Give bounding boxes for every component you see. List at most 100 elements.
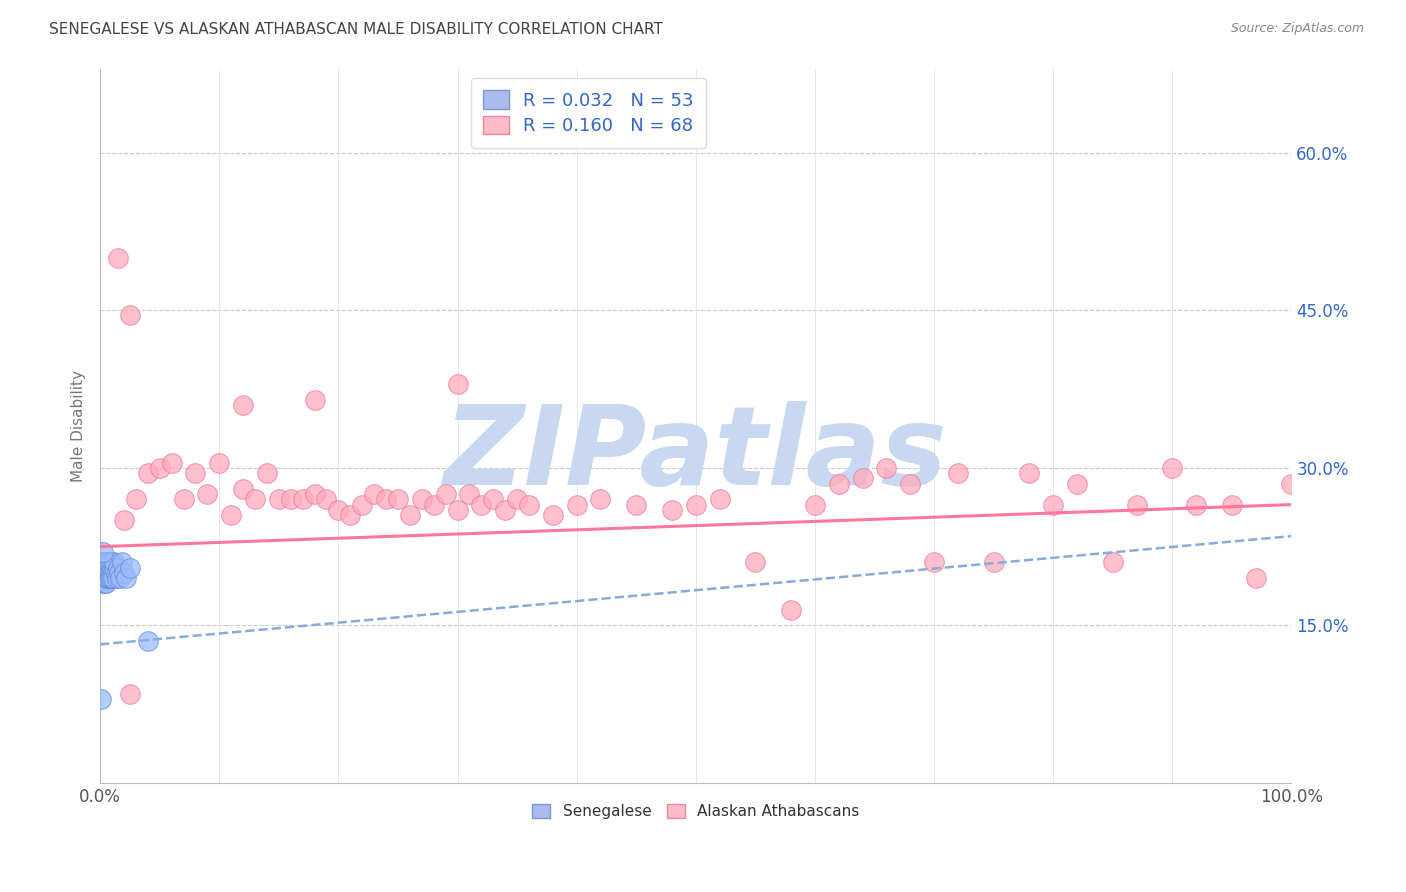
Point xyxy=(470,498,492,512)
Point xyxy=(96,571,118,585)
Point xyxy=(103,560,125,574)
Point xyxy=(112,513,135,527)
Point xyxy=(184,466,207,480)
Text: Source: ZipAtlas.com: Source: ZipAtlas.com xyxy=(1230,22,1364,36)
Point xyxy=(118,560,141,574)
Point xyxy=(494,503,516,517)
Point xyxy=(232,398,254,412)
Point xyxy=(898,476,921,491)
Point xyxy=(1220,498,1243,512)
Point xyxy=(93,555,115,569)
Point xyxy=(363,487,385,501)
Point xyxy=(98,555,121,569)
Point xyxy=(1161,460,1184,475)
Point xyxy=(94,571,117,585)
Point xyxy=(104,566,127,580)
Point xyxy=(208,456,231,470)
Point xyxy=(517,498,540,512)
Point xyxy=(98,571,121,585)
Point xyxy=(91,555,114,569)
Point xyxy=(1185,498,1208,512)
Point xyxy=(136,466,159,480)
Point xyxy=(91,576,114,591)
Point xyxy=(195,487,218,501)
Point xyxy=(94,560,117,574)
Point xyxy=(136,634,159,648)
Point xyxy=(96,566,118,580)
Point xyxy=(422,498,444,512)
Point xyxy=(173,492,195,507)
Point xyxy=(110,571,132,585)
Point xyxy=(97,571,120,585)
Point xyxy=(93,571,115,585)
Point xyxy=(93,560,115,574)
Point xyxy=(90,692,112,706)
Point xyxy=(399,508,422,522)
Point xyxy=(685,498,707,512)
Point xyxy=(98,566,121,580)
Point xyxy=(434,487,457,501)
Point xyxy=(160,456,183,470)
Point xyxy=(744,555,766,569)
Point xyxy=(91,560,114,574)
Point xyxy=(482,492,505,507)
Point xyxy=(446,503,468,517)
Point xyxy=(112,566,135,580)
Point xyxy=(90,555,112,569)
Point xyxy=(94,576,117,591)
Point xyxy=(446,376,468,391)
Point xyxy=(96,560,118,574)
Point xyxy=(100,566,122,580)
Point xyxy=(280,492,302,507)
Point xyxy=(1101,555,1123,569)
Point xyxy=(851,471,873,485)
Point xyxy=(291,492,314,507)
Point xyxy=(101,560,124,574)
Point xyxy=(506,492,529,507)
Point xyxy=(1244,571,1267,585)
Point xyxy=(93,566,115,580)
Point xyxy=(94,555,117,569)
Point xyxy=(149,460,172,475)
Point xyxy=(107,251,129,265)
Point xyxy=(1018,466,1040,480)
Point xyxy=(804,498,827,512)
Point xyxy=(105,571,128,585)
Point xyxy=(780,602,803,616)
Y-axis label: Male Disability: Male Disability xyxy=(72,370,86,482)
Point xyxy=(91,545,114,559)
Point xyxy=(304,487,326,501)
Point xyxy=(94,576,117,591)
Point xyxy=(118,309,141,323)
Point xyxy=(110,555,132,569)
Point xyxy=(458,487,481,501)
Point xyxy=(1042,498,1064,512)
Point xyxy=(352,498,374,512)
Point xyxy=(103,555,125,569)
Point xyxy=(565,498,588,512)
Point xyxy=(118,687,141,701)
Point xyxy=(304,392,326,407)
Legend: Senegalese, Alaskan Athabascans: Senegalese, Alaskan Athabascans xyxy=(526,798,866,825)
Point xyxy=(387,492,409,507)
Point xyxy=(103,566,125,580)
Point xyxy=(94,571,117,585)
Point xyxy=(96,555,118,569)
Point xyxy=(922,555,945,569)
Point xyxy=(100,571,122,585)
Point xyxy=(94,560,117,574)
Text: ZIPatlas: ZIPatlas xyxy=(444,401,948,508)
Point xyxy=(115,571,138,585)
Point xyxy=(94,566,117,580)
Point xyxy=(541,508,564,522)
Point xyxy=(589,492,612,507)
Point xyxy=(983,555,1005,569)
Point xyxy=(1281,476,1303,491)
Point xyxy=(661,503,683,517)
Point xyxy=(232,482,254,496)
Point xyxy=(94,555,117,569)
Point xyxy=(267,492,290,507)
Point xyxy=(315,492,337,507)
Point xyxy=(1125,498,1147,512)
Point xyxy=(328,503,350,517)
